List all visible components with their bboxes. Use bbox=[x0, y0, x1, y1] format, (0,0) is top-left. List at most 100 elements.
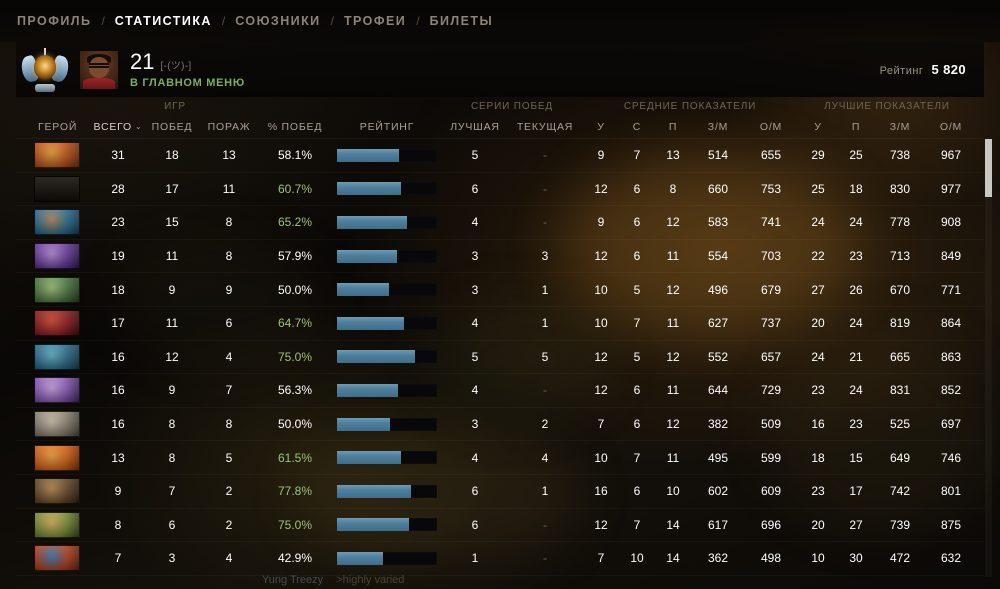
table-row[interactable]: 16 9 7 56.3% 4 - 12 6 11 644 729 23 24 831 852 bbox=[16, 374, 984, 408]
cell-best-gpm: 830 bbox=[889, 181, 911, 196]
cell-avg-a: 8 bbox=[669, 181, 677, 196]
scrollbar-thumb[interactable] bbox=[985, 139, 992, 197]
column-header-best-kills[interactable]: У bbox=[814, 120, 822, 133]
hero-cell[interactable] bbox=[16, 545, 92, 572]
hero-cell[interactable] bbox=[16, 175, 92, 202]
hero-portrait[interactable] bbox=[34, 175, 80, 202]
column-header-best-assists[interactable]: П bbox=[851, 120, 861, 133]
table-row[interactable]: 7 3 4 42.9% 1 - 7 10 14 362 498 10 30 472 632 bbox=[16, 542, 984, 576]
rating-bar-fill bbox=[337, 148, 399, 162]
hero-portrait[interactable] bbox=[34, 411, 80, 438]
hero-portrait[interactable] bbox=[34, 478, 80, 505]
nav-tab-4[interactable]: ТРОФЕИ bbox=[343, 14, 407, 28]
table-group-headers: ИГР СЕРИИ ПОБЕД СРЕДНИЕ ПОКАЗАТЕЛИ ЛУЧШИ… bbox=[16, 97, 984, 115]
table-row[interactable]: 18 9 9 50.0% 3 1 10 5 12 496 679 27 26 670 771 bbox=[16, 273, 984, 307]
column-header-winrate[interactable]: % ПОБЕД bbox=[267, 120, 323, 133]
avatar[interactable] bbox=[80, 50, 118, 89]
hero-portrait[interactable] bbox=[34, 444, 80, 471]
column-header-avg-gpm[interactable]: З/М bbox=[707, 120, 729, 133]
table-row[interactable]: 8 6 2 75.0% 6 - 12 7 14 617 696 20 27 739 875 bbox=[16, 509, 984, 543]
cell-best-a: 25 bbox=[849, 148, 863, 163]
cell-avg-d: 7 bbox=[633, 450, 641, 465]
table-row[interactable]: 31 18 13 58.1% 5 - 9 7 13 514 655 29 25 738 967 bbox=[16, 139, 984, 173]
cell-total: 18 bbox=[111, 282, 125, 297]
cell-avg-k: 9 bbox=[597, 215, 605, 230]
cell-avg-a: 10 bbox=[666, 484, 680, 499]
column-header-avg-xpm[interactable]: О/М bbox=[759, 120, 783, 133]
rating-bar-track bbox=[337, 484, 437, 498]
table-scrollbar[interactable] bbox=[985, 139, 992, 577]
nav-tab-2[interactable]: СТАТИСТИКА bbox=[114, 14, 212, 28]
column-header-best-gpm[interactable]: З/М bbox=[889, 120, 911, 133]
cell-best-xpm: 632 bbox=[940, 551, 962, 566]
table-row[interactable]: 16 8 8 50.0% 3 2 7 6 12 382 509 16 23 525 697 bbox=[16, 408, 984, 442]
nav-tab-5[interactable]: БИЛЕТЫ bbox=[429, 14, 494, 28]
hero-cell[interactable] bbox=[16, 310, 92, 337]
cell-total: 13 bbox=[111, 450, 125, 465]
hero-portrait[interactable] bbox=[34, 243, 80, 270]
table-body: 31 18 13 58.1% 5-9 7 13 514 655 29 25 738 967 28 17 11 6… bbox=[16, 139, 984, 577]
cell-rating-bar bbox=[332, 182, 442, 196]
hero-portrait[interactable] bbox=[34, 343, 80, 370]
rating-bar-fill bbox=[337, 249, 397, 263]
cell-avg-gpm: 514 bbox=[707, 148, 729, 163]
hero-cell[interactable] bbox=[16, 243, 92, 270]
hero-cell[interactable] bbox=[16, 478, 92, 505]
column-header-current-streak[interactable]: ТЕКУЩАЯ bbox=[516, 120, 574, 133]
column-header-total[interactable]: ВСЕГО ⌄ bbox=[92, 121, 144, 133]
cell-avg-k: 12 bbox=[594, 249, 608, 264]
column-header-wins[interactable]: ПОБЕД bbox=[151, 120, 193, 133]
cell-best-a: 30 bbox=[849, 551, 863, 566]
cell-avg-gpm: 602 bbox=[707, 484, 729, 499]
cell-total: 23 bbox=[111, 215, 125, 230]
hero-cell[interactable] bbox=[16, 377, 92, 404]
column-header-losses[interactable]: ПОРАЖ bbox=[207, 120, 251, 133]
table-row[interactable]: 9 7 2 77.8% 6 1 16 6 10 602 609 23 17 742 801 bbox=[16, 475, 984, 509]
column-header-avg-assists[interactable]: П bbox=[668, 120, 678, 133]
hero-cell[interactable] bbox=[16, 142, 92, 169]
table-row[interactable]: 16 12 4 75.0% 5 5 12 5 12 552 657 24 21 665 863 bbox=[16, 341, 984, 375]
hero-cell[interactable] bbox=[16, 276, 92, 303]
cell-best-a: 17 bbox=[849, 484, 863, 499]
cell-best-gpm: 472 bbox=[889, 551, 911, 566]
cell-best-xpm: 908 bbox=[940, 215, 962, 230]
hero-portrait[interactable] bbox=[34, 377, 80, 404]
cell-avg-k: 16 bbox=[594, 484, 608, 499]
column-header-avg-kills[interactable]: У bbox=[597, 120, 605, 133]
cell-best-a: 23 bbox=[849, 249, 863, 264]
rating-bar-fill bbox=[337, 451, 401, 465]
column-header-hero[interactable]: ГЕРОЙ bbox=[38, 120, 78, 133]
cell-current-streak: 1 bbox=[541, 282, 549, 297]
cell-avg-xpm: 657 bbox=[760, 349, 782, 364]
hero-portrait[interactable] bbox=[34, 310, 80, 337]
cell-best-k: 24 bbox=[811, 215, 825, 230]
hero-portrait[interactable] bbox=[34, 142, 80, 169]
hero-cell[interactable] bbox=[16, 511, 92, 538]
table-row[interactable]: 23 15 8 65.2% 4 - 9 6 12 583 741 24 24 778 908 bbox=[16, 206, 984, 240]
nav-tab-3[interactable]: СОЮЗНИКИ bbox=[235, 14, 321, 28]
column-header-rating[interactable]: РЕЙТИНГ bbox=[359, 120, 415, 133]
hero-cell[interactable] bbox=[16, 411, 92, 438]
table-row[interactable]: 28 17 11 60.7% 6 - 12 6 8 660 753 25 18 830 977 bbox=[16, 173, 984, 207]
hero-portrait[interactable] bbox=[34, 545, 80, 572]
rating-label: Рейтинг bbox=[879, 65, 924, 77]
cell-best-streak: 6 bbox=[471, 517, 479, 532]
cell-winrate: 61.5% bbox=[277, 450, 313, 465]
column-header-avg-deaths[interactable]: С bbox=[632, 120, 642, 133]
column-header-best-streak[interactable]: ЛУЧШАЯ bbox=[450, 120, 500, 133]
hero-portrait[interactable] bbox=[34, 511, 80, 538]
cell-best-streak: 5 bbox=[471, 148, 479, 163]
table-row[interactable]: 13 8 5 61.5% 4 4 10 7 11 495 599 18 15 649 746 bbox=[16, 441, 984, 475]
hero-cell[interactable] bbox=[16, 343, 92, 370]
column-header-best-xpm[interactable]: О/М bbox=[939, 120, 963, 133]
hero-cell[interactable] bbox=[16, 209, 92, 236]
cell-avg-a: 12 bbox=[666, 282, 680, 297]
table-row[interactable]: 19 11 8 57.9% 3 3 12 6 11 554 703 22 23 713 849 bbox=[16, 240, 984, 274]
hero-portrait[interactable] bbox=[34, 276, 80, 303]
nav-tab-1[interactable]: ПРОФИЛЬ bbox=[17, 14, 92, 28]
table-row[interactable]: 17 11 6 64.7% 4 1 10 7 11 627 737 20 24 819 864 bbox=[16, 307, 984, 341]
rating-bar-fill bbox=[337, 484, 411, 498]
hero-portrait[interactable] bbox=[34, 209, 80, 236]
cell-avg-k: 7 bbox=[597, 551, 605, 566]
hero-cell[interactable] bbox=[16, 444, 92, 471]
